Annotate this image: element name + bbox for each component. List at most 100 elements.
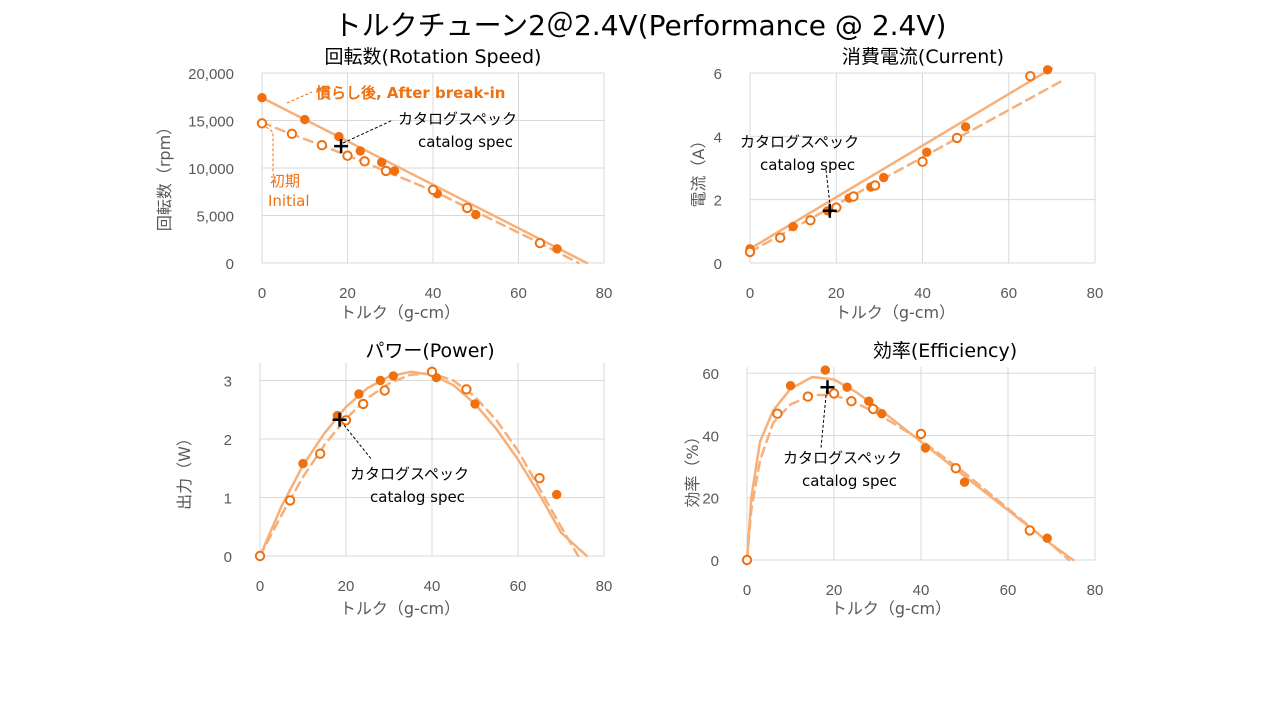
- data-point-initial: [805, 215, 816, 226]
- annotation-catalog-spec: カタログスペック catalog spec: [783, 384, 902, 490]
- svg-text:カタログスペック: カタログスペック: [783, 449, 902, 467]
- svg-text:カタログスペック: カタログスペック: [740, 133, 859, 151]
- efficiency-chart: 効率(Efficiency) 0 20 40 60 80 0 20 40 60 トルク（g-cm…: [683, 340, 1103, 618]
- data-point-break-in: [355, 146, 365, 156]
- x-tick-label: 40: [425, 285, 442, 302]
- data-point-initial: [342, 150, 353, 161]
- catalog-spec-marker: [334, 139, 349, 154]
- current-chart: 消費電流(Current) 0 20 40 60 80 0 2 4 6 トルク（g-cm） 電流…: [689, 46, 1104, 322]
- y-tick-label: 1: [224, 491, 232, 508]
- y-tick-label: 0: [224, 549, 232, 566]
- fit-line-break-in: [745, 375, 1075, 562]
- svg-text:catalog spec: catalog spec: [418, 133, 513, 151]
- data-point-initial: [427, 184, 439, 196]
- plot: 0 20 40 60 80 0 1 2 3: [224, 363, 613, 595]
- y-tick-label: 15,000: [188, 114, 234, 131]
- x-axis-label: トルク（g-cm）: [831, 599, 951, 618]
- data-point-initial: [316, 140, 328, 151]
- catalog-spec-marker: [332, 412, 347, 427]
- svg-text:catalog spec: catalog spec: [370, 488, 465, 506]
- data-point-initial: [828, 388, 840, 399]
- x-tick-label: 60: [1000, 285, 1017, 302]
- data-point-break-in: [788, 221, 798, 232]
- data-point-initial: [846, 396, 857, 407]
- y-tick-label: 6: [714, 66, 722, 83]
- x-tick-label: 40: [914, 285, 931, 302]
- x-tick-label: 0: [258, 285, 266, 302]
- data-point-break-in: [471, 209, 481, 220]
- x-tick-label: 80: [596, 578, 613, 595]
- fit-line-break-in: [260, 96, 589, 265]
- y-tick-label: 3: [224, 374, 232, 391]
- chart-title: 消費電流(Current): [842, 46, 1004, 68]
- data-point-break-in: [298, 458, 308, 469]
- annotation-catalog-spec: カタログスペック catalog spec: [342, 110, 517, 151]
- svg-text:catalog spec: catalog spec: [802, 472, 897, 490]
- data-point-break-in: [960, 122, 971, 132]
- svg-text:慣らし後, After break-in: 慣らし後, After break-in: [316, 84, 505, 102]
- annotation-break-in: 慣らし後, After break-in: [286, 84, 505, 104]
- svg-text:カタログスペック: カタログスペック: [398, 110, 517, 128]
- data-point-initial: [284, 495, 296, 506]
- plot: 0 20 40 60 80 0 20 40 60: [702, 365, 1103, 599]
- data-point-initial: [380, 165, 392, 177]
- data-point-break-in: [864, 396, 874, 406]
- data-point-initial: [869, 180, 881, 191]
- data-point-initial: [358, 398, 369, 410]
- x-axis-label: トルク（g-cm）: [340, 303, 460, 322]
- plot: 0 20 40 60 80 0 5,000 10,000 15,000 20,000: [188, 66, 612, 302]
- data-point-initial: [534, 473, 545, 484]
- y-axis-label: 効率（%）: [683, 428, 702, 507]
- chart-title: パワー(Power): [365, 340, 494, 362]
- x-tick-label: 20: [828, 285, 845, 302]
- x-tick-label: 40: [913, 582, 930, 599]
- data-point-break-in: [920, 443, 931, 453]
- data-point-initial: [379, 385, 390, 396]
- y-axis-label: 出力（W）: [175, 430, 194, 510]
- data-point-initial: [915, 428, 927, 440]
- x-tick-label: 40: [424, 578, 441, 595]
- fit-line-break-in: [258, 370, 589, 558]
- y-tick-label: 40: [702, 428, 719, 445]
- annotation-catalog-spec: カタログスペック catalog spec: [343, 424, 469, 506]
- annotation-catalog-spec: カタログスペック catalog spec: [740, 133, 859, 206]
- data-point-initial: [315, 448, 326, 459]
- data-point-initial: [802, 391, 814, 402]
- x-tick-label: 60: [1000, 582, 1017, 599]
- svg-text:catalog spec: catalog spec: [760, 156, 855, 174]
- y-tick-label: 4: [714, 129, 722, 146]
- fit-line-initial: [745, 393, 1071, 562]
- data-point-break-in: [388, 371, 398, 381]
- y-tick-label: 0: [711, 553, 719, 570]
- data-point-initial: [286, 128, 298, 140]
- x-tick-label: 20: [338, 578, 355, 595]
- y-tick-label: 10,000: [188, 161, 234, 178]
- annotation-initial: 初期 Initial: [265, 126, 310, 210]
- x-tick-label: 0: [743, 582, 751, 599]
- data-point-initial: [848, 191, 859, 202]
- data-point-initial: [917, 156, 928, 167]
- data-point-initial: [744, 246, 756, 258]
- chart-title: 回転数(Rotation Speed): [325, 46, 542, 68]
- x-tick-label: 80: [1087, 285, 1104, 302]
- data-point-break-in: [1042, 533, 1052, 543]
- catalog-spec-marker: [820, 380, 835, 395]
- svg-text:初期: 初期: [270, 172, 300, 190]
- rotation-speed-chart: 回転数(Rotation Speed) 0 20 40 60 80 0 5,000 10,00…: [155, 46, 612, 322]
- data-point-break-in: [959, 477, 970, 487]
- y-tick-label: 0: [714, 256, 722, 273]
- y-tick-label: 60: [702, 366, 719, 383]
- data-point-break-in: [922, 147, 932, 157]
- chart-title: 効率(Efficiency): [873, 340, 1017, 362]
- y-tick-label: 20,000: [188, 66, 234, 83]
- data-point-break-in: [354, 389, 364, 399]
- data-point-break-in: [785, 381, 796, 391]
- svg-text:カタログスペック: カタログスペック: [350, 465, 469, 483]
- data-point-initial: [461, 384, 472, 395]
- y-axis-label: 電流（A）: [689, 133, 708, 208]
- data-point-break-in: [552, 244, 562, 254]
- data-point-break-in: [470, 399, 480, 409]
- data-point-initial: [867, 403, 879, 415]
- data-point-break-in: [300, 114, 310, 125]
- x-tick-label: 0: [256, 578, 264, 595]
